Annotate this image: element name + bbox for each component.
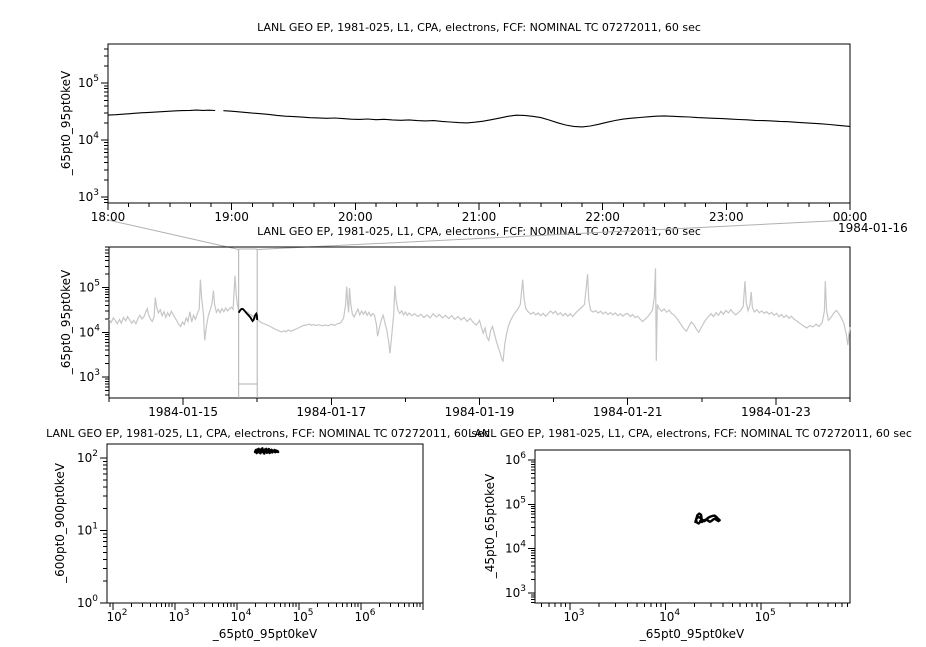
x-tick-label: 104: [659, 608, 680, 624]
connector-left: [107, 219, 239, 250]
x-tick-label: 21:00: [462, 210, 497, 224]
x-tick-label: 104: [230, 608, 251, 624]
connector-right: [257, 219, 851, 250]
plot-title-top: LANL GEO EP, 1981-025, L1, CPA, electron…: [257, 21, 701, 34]
x-tick-label: 22:00: [585, 210, 620, 224]
y-tick-label: 106: [505, 451, 526, 467]
y-tick-label: 103: [505, 584, 526, 600]
plot-border: [106, 443, 424, 604]
panel-scatter-45-65[interactable]: 103 104 105 106 103 104 105: [505, 449, 851, 624]
x-tick-label: 1984-01-23: [741, 405, 811, 419]
series-line-highlight: [237, 307, 259, 323]
y-tick-label: 101: [77, 522, 98, 538]
x-tick-label: 1984-01-15: [148, 405, 218, 419]
x-tick-label: 103: [564, 608, 585, 624]
y-tick-label: 104: [78, 131, 99, 147]
y-tick-label: 105: [79, 279, 100, 295]
scatter-cluster: [694, 512, 721, 525]
y-tick-label: 104: [505, 540, 526, 556]
context-zoom-box[interactable]: [238, 248, 258, 398]
y-tick-label: 102: [77, 449, 98, 465]
panel-context-timeseries[interactable]: 103 104 105 1984-01-15 1984-01-17 1984-01-19 1…: [79, 246, 851, 419]
plot-title-bottom-left: LANL GEO EP, 1981-025, L1, CPA, electron…: [46, 427, 490, 440]
panel-top-timeseries[interactable]: 103 104 105 18:00 19:00 20:00 21:00 22:00 23:00 0…: [78, 43, 868, 224]
x-axis-date-label: 1984-01-16: [838, 221, 908, 235]
y-tick-label: 105: [505, 495, 526, 511]
x-tick-label: 106: [354, 608, 375, 624]
plot-title-context: LANL GEO EP, 1981-025, L1, CPA, electron…: [257, 225, 701, 238]
plot-border: [534, 449, 851, 604]
x-tick-label: 1984-01-17: [296, 405, 366, 419]
x-tick-label: 105: [755, 608, 776, 624]
x-tick-label: 00:00: [833, 210, 868, 224]
plot-area-scatter[interactable]: [535, 450, 850, 603]
y-tick-label: 104: [79, 323, 100, 339]
x-tick-label: 1984-01-19: [445, 405, 515, 419]
x-tick-label: 105: [292, 608, 313, 624]
plot-title-bottom-right: LANL GEO EP, 1981-025, L1, CPA, electron…: [468, 427, 912, 440]
panel-scatter-600-900[interactable]: 100 101 102 102 103 104 105 106: [77, 443, 424, 624]
y-tick-label: 103: [79, 368, 100, 384]
y-tick-label: 105: [78, 74, 99, 90]
x-tick-label: 18:00: [91, 210, 126, 224]
plot-area-top[interactable]: [108, 44, 850, 203]
x-tick-label: 19:00: [214, 210, 249, 224]
x-tick-label: 102: [107, 608, 128, 624]
context-connectors: [107, 219, 851, 250]
y-tick-label: 103: [78, 188, 99, 204]
series-line-context: [108, 268, 851, 362]
x-axis-label-bottom-right: _65pt0_95pt0keV: [639, 627, 745, 641]
plot-area-scatter[interactable]: [107, 444, 423, 603]
series-line-top: [107, 109, 851, 128]
x-axis-label-bottom-left: _65pt0_95pt0keV: [212, 627, 318, 641]
x-tick-label: 103: [168, 608, 189, 624]
x-tick-label: 23:00: [709, 210, 744, 224]
x-tick-label: 1984-01-21: [593, 405, 663, 419]
y-tick-label: 100: [77, 594, 98, 610]
x-tick-label: 20:00: [338, 210, 373, 224]
scatter-cluster: [253, 447, 280, 455]
